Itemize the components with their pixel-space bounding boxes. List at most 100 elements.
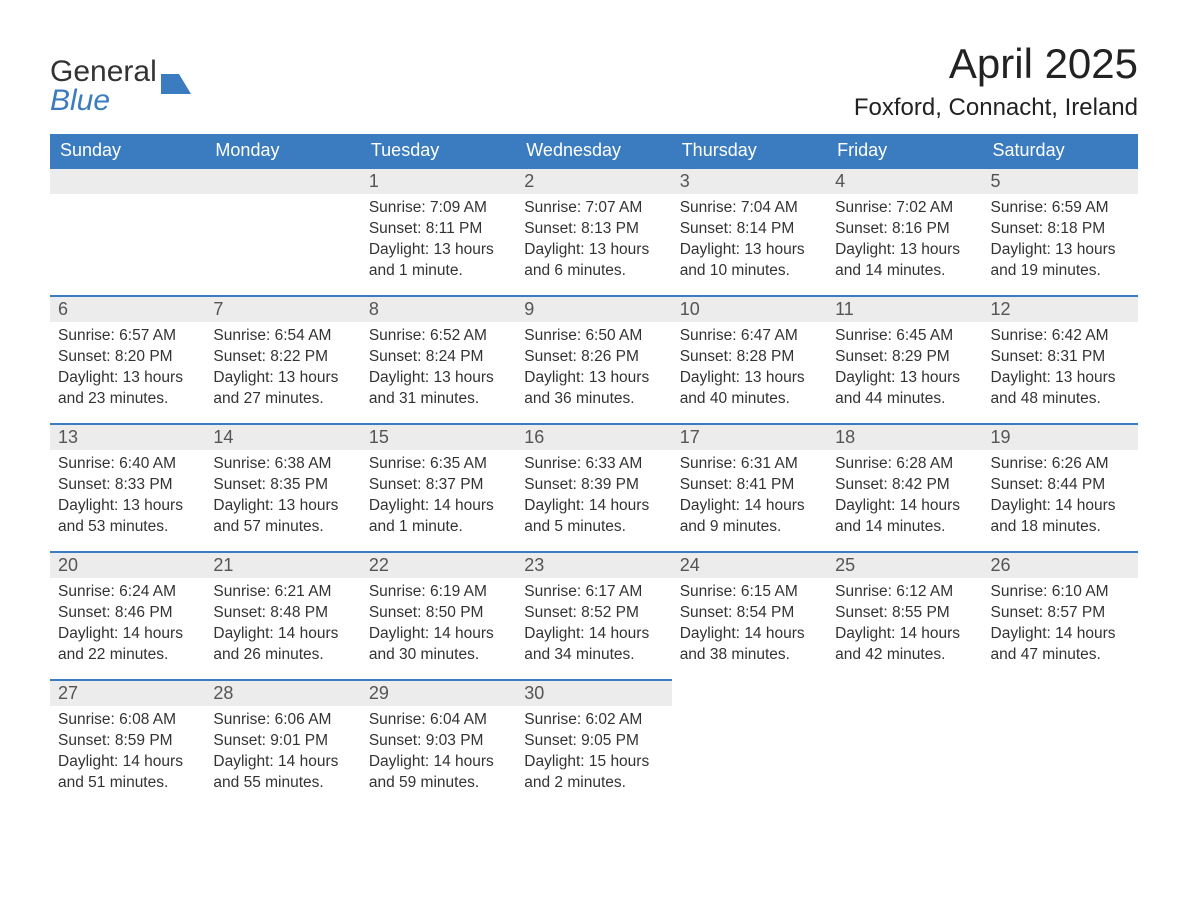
sunset-line: Sunset: 8:20 PM bbox=[58, 347, 197, 368]
daylight-line: Daylight: 14 hours and 51 minutes. bbox=[58, 752, 197, 794]
day-body: Sunrise: 6:57 AMSunset: 8:20 PMDaylight:… bbox=[50, 322, 205, 418]
sunrise-value: 6:17 AM bbox=[585, 583, 642, 600]
sunrise-line: Sunrise: 6:12 AM bbox=[835, 582, 974, 603]
sunset-label: Sunset: bbox=[680, 476, 737, 493]
sunrise-value: 6:33 AM bbox=[585, 455, 642, 472]
sunrise-value: 6:10 AM bbox=[1052, 583, 1109, 600]
sunset-label: Sunset: bbox=[213, 348, 270, 365]
sunrise-label: Sunrise: bbox=[213, 455, 274, 472]
sunrise-line: Sunrise: 7:04 AM bbox=[680, 198, 819, 219]
day-body: Sunrise: 6:52 AMSunset: 8:24 PMDaylight:… bbox=[361, 322, 516, 418]
day-cell: 28Sunrise: 6:06 AMSunset: 9:01 PMDayligh… bbox=[205, 679, 360, 807]
sunset-label: Sunset: bbox=[835, 604, 892, 621]
sunrise-value: 6:12 AM bbox=[896, 583, 953, 600]
sunset-value: 8:54 PM bbox=[737, 604, 795, 621]
sunset-value: 8:42 PM bbox=[892, 476, 950, 493]
sunset-value: 8:59 PM bbox=[115, 732, 173, 749]
sunset-line: Sunset: 8:48 PM bbox=[213, 603, 352, 624]
sunset-line: Sunset: 8:50 PM bbox=[369, 603, 508, 624]
sunrise-value: 6:45 AM bbox=[896, 327, 953, 344]
sunrise-value: 7:02 AM bbox=[896, 199, 953, 216]
sunset-value: 8:57 PM bbox=[1047, 604, 1105, 621]
header: General Blue April 2025 Foxford, Connach… bbox=[50, 40, 1138, 122]
daylight-line: Daylight: 13 hours and 40 minutes. bbox=[680, 368, 819, 410]
day-cell: 10Sunrise: 6:47 AMSunset: 8:28 PMDayligh… bbox=[672, 295, 827, 423]
day-number: 30 bbox=[516, 679, 671, 706]
sunset-value: 8:52 PM bbox=[581, 604, 639, 621]
day-body: Sunrise: 6:31 AMSunset: 8:41 PMDaylight:… bbox=[672, 450, 827, 546]
sunrise-line: Sunrise: 6:52 AM bbox=[369, 326, 508, 347]
sunset-value: 8:18 PM bbox=[1047, 220, 1105, 237]
sunset-label: Sunset: bbox=[524, 220, 581, 237]
sunrise-line: Sunrise: 6:45 AM bbox=[835, 326, 974, 347]
day-number: 6 bbox=[50, 295, 205, 322]
sunset-line: Sunset: 8:41 PM bbox=[680, 475, 819, 496]
sunrise-label: Sunrise: bbox=[524, 199, 585, 216]
sunset-line: Sunset: 8:39 PM bbox=[524, 475, 663, 496]
sunset-label: Sunset: bbox=[369, 476, 426, 493]
daylight-line: Daylight: 13 hours and 44 minutes. bbox=[835, 368, 974, 410]
sunrise-value: 6:19 AM bbox=[430, 583, 487, 600]
sunset-value: 8:50 PM bbox=[426, 604, 484, 621]
day-cell: 9Sunrise: 6:50 AMSunset: 8:26 PMDaylight… bbox=[516, 295, 671, 423]
day-number: 1 bbox=[361, 167, 516, 194]
sunrise-value: 6:24 AM bbox=[119, 583, 176, 600]
daylight-label: Daylight: bbox=[58, 369, 123, 386]
daylight-label: Daylight: bbox=[991, 241, 1056, 258]
empty-cell bbox=[983, 679, 1138, 807]
calendar-row: 13Sunrise: 6:40 AMSunset: 8:33 PMDayligh… bbox=[50, 423, 1138, 551]
daylight-line: Daylight: 13 hours and 14 minutes. bbox=[835, 240, 974, 282]
sunrise-label: Sunrise: bbox=[991, 583, 1052, 600]
day-body: Sunrise: 6:40 AMSunset: 8:33 PMDaylight:… bbox=[50, 450, 205, 546]
sunset-value: 8:33 PM bbox=[115, 476, 173, 493]
location: Foxford, Connacht, Ireland bbox=[854, 94, 1138, 122]
sunrise-value: 6:28 AM bbox=[896, 455, 953, 472]
weekday-header: Tuesday bbox=[361, 134, 516, 167]
sunset-label: Sunset: bbox=[58, 604, 115, 621]
day-body: Sunrise: 6:17 AMSunset: 8:52 PMDaylight:… bbox=[516, 578, 671, 674]
sunrise-label: Sunrise: bbox=[524, 711, 585, 728]
day-number: 18 bbox=[827, 423, 982, 450]
day-body: Sunrise: 6:26 AMSunset: 8:44 PMDaylight:… bbox=[983, 450, 1138, 546]
daylight-line: Daylight: 13 hours and 19 minutes. bbox=[991, 240, 1130, 282]
day-cell: 1Sunrise: 7:09 AMSunset: 8:11 PMDaylight… bbox=[361, 167, 516, 295]
sunrise-line: Sunrise: 7:02 AM bbox=[835, 198, 974, 219]
daylight-line: Daylight: 13 hours and 36 minutes. bbox=[524, 368, 663, 410]
sunset-value: 8:22 PM bbox=[270, 348, 328, 365]
daylight-line: Daylight: 13 hours and 31 minutes. bbox=[369, 368, 508, 410]
day-body: Sunrise: 6:47 AMSunset: 8:28 PMDaylight:… bbox=[672, 322, 827, 418]
daylight-label: Daylight: bbox=[680, 241, 745, 258]
daylight-line: Daylight: 13 hours and 23 minutes. bbox=[58, 368, 197, 410]
day-body: Sunrise: 6:02 AMSunset: 9:05 PMDaylight:… bbox=[516, 706, 671, 802]
sunset-label: Sunset: bbox=[369, 220, 426, 237]
daylight-label: Daylight: bbox=[680, 625, 745, 642]
sunrise-label: Sunrise: bbox=[213, 327, 274, 344]
sunrise-value: 6:52 AM bbox=[430, 327, 487, 344]
day-body: Sunrise: 6:50 AMSunset: 8:26 PMDaylight:… bbox=[516, 322, 671, 418]
day-number: 26 bbox=[983, 551, 1138, 578]
sunset-line: Sunset: 8:42 PM bbox=[835, 475, 974, 496]
day-number: 22 bbox=[361, 551, 516, 578]
day-cell: 26Sunrise: 6:10 AMSunset: 8:57 PMDayligh… bbox=[983, 551, 1138, 679]
sunrise-line: Sunrise: 7:07 AM bbox=[524, 198, 663, 219]
day-number: 20 bbox=[50, 551, 205, 578]
day-body: Sunrise: 6:45 AMSunset: 8:29 PMDaylight:… bbox=[827, 322, 982, 418]
sunrise-label: Sunrise: bbox=[58, 583, 119, 600]
day-cell: 15Sunrise: 6:35 AMSunset: 8:37 PMDayligh… bbox=[361, 423, 516, 551]
day-cell: 24Sunrise: 6:15 AMSunset: 8:54 PMDayligh… bbox=[672, 551, 827, 679]
daylight-line: Daylight: 14 hours and 5 minutes. bbox=[524, 496, 663, 538]
daylight-line: Daylight: 14 hours and 38 minutes. bbox=[680, 624, 819, 666]
sunrise-value: 6:31 AM bbox=[741, 455, 798, 472]
day-number: 15 bbox=[361, 423, 516, 450]
day-cell: 22Sunrise: 6:19 AMSunset: 8:50 PMDayligh… bbox=[361, 551, 516, 679]
sunset-value: 8:28 PM bbox=[737, 348, 795, 365]
day-body: Sunrise: 6:54 AMSunset: 8:22 PMDaylight:… bbox=[205, 322, 360, 418]
sunset-line: Sunset: 8:54 PM bbox=[680, 603, 819, 624]
sunset-value: 8:44 PM bbox=[1047, 476, 1105, 493]
sunrise-label: Sunrise: bbox=[680, 455, 741, 472]
sunrise-value: 6:21 AM bbox=[275, 583, 332, 600]
sunset-line: Sunset: 8:26 PM bbox=[524, 347, 663, 368]
daylight-label: Daylight: bbox=[369, 625, 434, 642]
day-body: Sunrise: 6:59 AMSunset: 8:18 PMDaylight:… bbox=[983, 194, 1138, 290]
day-body: Sunrise: 6:12 AMSunset: 8:55 PMDaylight:… bbox=[827, 578, 982, 674]
